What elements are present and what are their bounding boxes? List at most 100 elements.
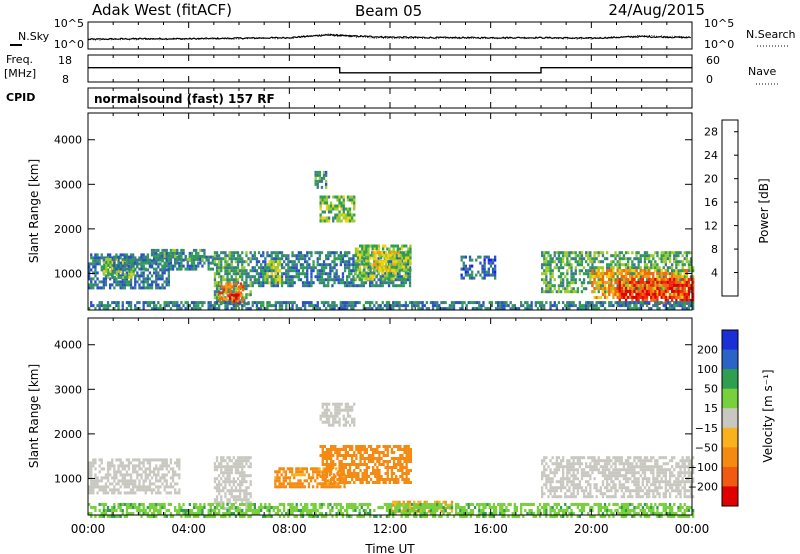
heatmap-cell — [161, 277, 164, 281]
heatmap-cell — [134, 304, 137, 308]
heatmap-cell — [333, 275, 336, 279]
heatmap-cell — [340, 478, 343, 481]
heatmap-cell — [192, 301, 196, 305]
heatmap-cell — [379, 281, 382, 285]
heatmap-cell — [148, 304, 152, 308]
heatmap-cell — [386, 445, 389, 448]
heatmap-cell — [113, 286, 116, 290]
heatmap-cell — [322, 176, 326, 180]
heatmap-cell — [666, 307, 670, 311]
heatmap-cell — [346, 405, 350, 409]
heatmap-cell — [648, 289, 651, 293]
heatmap-cell — [134, 467, 137, 471]
heatmap-cell — [490, 301, 493, 305]
heatmap-cell — [547, 284, 550, 288]
heatmap-cell — [624, 298, 628, 302]
heatmap-cell — [103, 272, 106, 276]
heatmap-cell — [325, 272, 328, 276]
heatmap-cell — [346, 454, 350, 457]
heatmap-cell — [574, 254, 577, 258]
heatmap-cell — [132, 253, 135, 257]
heatmap-cell — [671, 286, 674, 290]
heatmap-cell — [608, 263, 611, 267]
heatmap-cell — [213, 296, 217, 300]
heatmap-cell — [382, 260, 386, 264]
heatmap-cell — [574, 290, 577, 294]
heatmap-cell — [320, 482, 323, 486]
heatmap-cell — [144, 485, 147, 489]
heatmap-cell — [350, 263, 353, 267]
heatmap-cell — [245, 284, 248, 288]
heatmap-cell — [589, 266, 592, 270]
heatmap-cell — [255, 301, 259, 305]
heatmap-cell — [656, 290, 659, 293]
heatmap-cell — [407, 472, 410, 475]
heatmap-cell — [425, 301, 428, 305]
heatmap-cell — [295, 482, 298, 486]
heatmap-cell — [98, 262, 101, 266]
heatmap-cell — [150, 470, 154, 474]
heatmap-cell — [291, 278, 294, 282]
heatmap-cell — [228, 257, 231, 261]
heatmap-cell — [245, 269, 248, 273]
heatmap-cell — [201, 301, 204, 305]
heatmap-cell — [129, 261, 133, 265]
heatmap-cell — [332, 478, 335, 481]
heatmap-cell — [685, 254, 688, 258]
heatmap-cell — [392, 301, 395, 305]
heatmap-cell — [566, 257, 569, 261]
heatmap-cell — [409, 454, 412, 457]
heatmap-cell — [215, 459, 219, 463]
heatmap-cell — [329, 266, 332, 270]
heatmap-cell — [330, 448, 333, 451]
heatmap-cell — [679, 251, 682, 255]
colorbar-tick-label: 4 — [711, 267, 718, 280]
heatmap-cell — [601, 304, 605, 308]
heatmap-cell — [361, 274, 364, 278]
heatmap-cell — [117, 491, 120, 495]
heatmap-cell — [124, 257, 127, 261]
heatmap-cell — [658, 275, 661, 279]
heatmap-cell — [174, 264, 177, 268]
heatmap-cell — [161, 267, 164, 271]
heatmap-cell — [373, 247, 376, 251]
heatmap-cell — [338, 210, 341, 214]
heatmap-cell — [673, 304, 676, 308]
heatmap-cell — [677, 275, 680, 278]
heatmap-cell — [564, 304, 567, 308]
heatmap-cell — [394, 262, 397, 266]
heatmap-cell — [383, 278, 386, 282]
heatmap-cell — [489, 264, 493, 268]
heatmap-cell — [335, 485, 338, 489]
heatmap-cell — [225, 291, 228, 295]
heatmap-cell — [171, 254, 175, 258]
heatmap-cell — [629, 269, 632, 272]
heatmap-cell — [417, 503, 420, 507]
heatmap-cell — [100, 458, 103, 462]
heatmap-cell — [236, 260, 240, 264]
heatmap-cell — [282, 467, 285, 471]
heatmap-cell — [362, 263, 365, 267]
heatmap-cell — [685, 257, 688, 261]
heatmap-cell — [641, 254, 644, 258]
heatmap-cell — [161, 274, 164, 278]
heatmap-cell — [338, 417, 341, 421]
heatmap-cell — [620, 304, 623, 308]
heatmap-cell — [323, 414, 326, 418]
heatmap-cell — [601, 254, 605, 258]
heatmap-cell — [169, 254, 173, 258]
heatmap-cell — [221, 285, 224, 289]
heatmap-cell — [327, 219, 331, 223]
heatmap-cell — [153, 248, 156, 252]
heatmap-cell — [622, 287, 626, 291]
heatmap-cell — [330, 210, 333, 214]
heatmap-cell — [652, 280, 655, 284]
heatmap-cell — [310, 281, 313, 285]
heatmap-cell — [236, 471, 240, 475]
heatmap-cell — [338, 204, 341, 208]
heatmap-cell — [369, 301, 372, 305]
heatmap-cell — [278, 251, 282, 255]
heatmap-cell — [245, 278, 248, 282]
heatmap-cell — [304, 307, 307, 311]
heatmap-cell — [155, 251, 158, 255]
